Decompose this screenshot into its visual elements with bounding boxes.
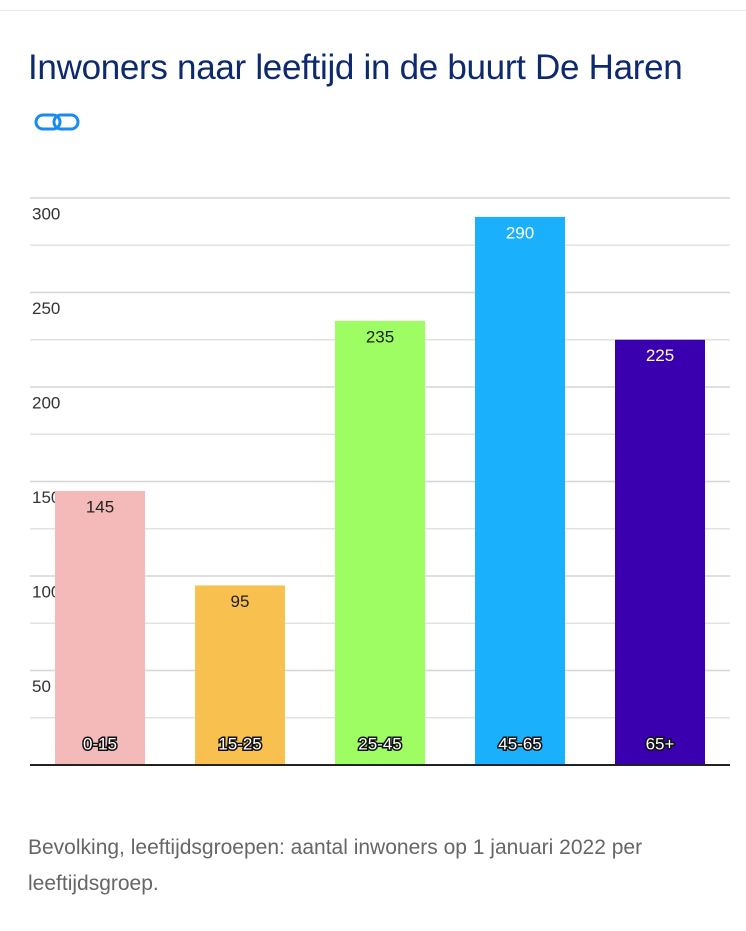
x-tick-label: 15-25 <box>218 734 261 753</box>
bar <box>335 320 425 765</box>
value-label: 290 <box>506 223 534 242</box>
y-tick-label: 150 <box>32 488 60 507</box>
title-block: Inwoners naar leeftijd in de buurt De Ha… <box>28 42 708 146</box>
bar <box>55 490 145 765</box>
bar <box>615 339 705 765</box>
value-label: 145 <box>86 497 114 516</box>
y-tick-label: 300 <box>32 204 60 223</box>
x-tick-label: 0-15 <box>83 734 117 753</box>
y-tick-label: 100 <box>32 582 60 601</box>
y-tick-label: 200 <box>32 393 60 412</box>
x-tick-label: 25-45 <box>358 734 401 753</box>
y-tick-label: 250 <box>32 299 60 318</box>
value-label: 95 <box>231 592 250 611</box>
bar <box>195 585 285 765</box>
x-tick-label: 65+ <box>646 734 675 753</box>
chart-title: Inwoners naar leeftijd in de buurt De Ha… <box>28 48 683 87</box>
y-tick-label: 50 <box>32 677 51 696</box>
x-tick-label: 45-65 <box>498 734 541 753</box>
link-icon[interactable] <box>34 110 82 134</box>
value-label: 235 <box>366 327 394 346</box>
footnote: Bevolking, leeftijdsgroepen: aantal inwo… <box>28 836 643 895</box>
bar <box>475 216 565 765</box>
value-label: 225 <box>646 346 674 365</box>
